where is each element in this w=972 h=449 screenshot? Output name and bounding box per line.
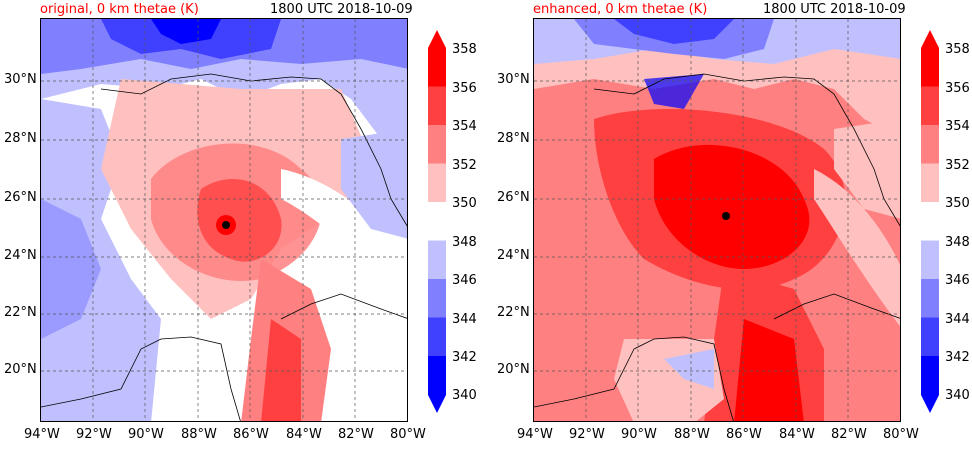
lon-tick: 82°W bbox=[338, 427, 374, 442]
cbar-tick: 346 bbox=[945, 273, 970, 288]
cbar-tick: 348 bbox=[452, 235, 477, 250]
lat-tick: 28°N bbox=[4, 131, 37, 146]
lon-tick: 90°W bbox=[621, 427, 657, 442]
cbar-tick: 342 bbox=[452, 350, 477, 365]
lon-tick: 92°W bbox=[569, 427, 605, 442]
cbar-tick: 358 bbox=[945, 42, 970, 57]
lon-tick: 94°W bbox=[24, 427, 60, 442]
lat-tick: 30°N bbox=[4, 72, 37, 87]
left-panel: original, 0 km thetae (K) 1800 UTC 2018-… bbox=[0, 0, 480, 449]
panel-time-right: 1800 UTC 2018-10-09 bbox=[763, 2, 906, 17]
cbar-tick: 340 bbox=[945, 388, 970, 403]
colorbar-right bbox=[921, 30, 939, 413]
cbar-tick: 354 bbox=[452, 119, 477, 134]
cbar-tick: 342 bbox=[945, 350, 970, 365]
panel-title-left: original, 0 km thetae (K) bbox=[40, 2, 199, 17]
lon-tick: 90°W bbox=[128, 427, 164, 442]
lat-tick: 22°N bbox=[4, 305, 37, 320]
lat-tick: 28°N bbox=[497, 131, 530, 146]
right-panel: enhanced, 0 km thetae (K) 1800 UTC 2018-… bbox=[493, 0, 972, 449]
cbar-tick: 344 bbox=[452, 312, 477, 327]
lat-tick: 30°N bbox=[497, 72, 530, 87]
cbar-tick: 340 bbox=[452, 388, 477, 403]
cbar-tick: 352 bbox=[452, 158, 477, 173]
cbar-tick: 350 bbox=[945, 196, 970, 211]
cbar-tick: 344 bbox=[945, 312, 970, 327]
lon-tick: 86°W bbox=[233, 427, 269, 442]
cbar-tick: 356 bbox=[945, 81, 970, 96]
panel-time-left: 1800 UTC 2018-10-09 bbox=[270, 2, 413, 17]
lon-tick: 86°W bbox=[726, 427, 762, 442]
lat-tick: 24°N bbox=[497, 248, 530, 263]
cbar-tick: 348 bbox=[945, 235, 970, 250]
lat-tick: 20°N bbox=[4, 362, 37, 377]
cbar-tick: 352 bbox=[945, 158, 970, 173]
lon-tick: 92°W bbox=[76, 427, 112, 442]
lat-tick: 24°N bbox=[4, 248, 37, 263]
panel-title-right: enhanced, 0 km thetae (K) bbox=[533, 2, 708, 17]
cbar-tick: 356 bbox=[452, 81, 477, 96]
lat-tick: 22°N bbox=[497, 305, 530, 320]
lon-tick: 94°W bbox=[517, 427, 553, 442]
lon-tick: 82°W bbox=[831, 427, 867, 442]
cbar-tick: 358 bbox=[452, 42, 477, 57]
map-original bbox=[40, 18, 408, 422]
cbar-tick: 346 bbox=[452, 273, 477, 288]
lat-tick: 20°N bbox=[497, 362, 530, 377]
cbar-tick: 350 bbox=[452, 196, 477, 211]
lat-tick: 26°N bbox=[497, 190, 530, 205]
lon-tick: 80°W bbox=[390, 427, 426, 442]
colorbar-left bbox=[428, 30, 446, 413]
lat-tick: 26°N bbox=[4, 190, 37, 205]
lon-tick: 84°W bbox=[779, 427, 815, 442]
lon-tick: 88°W bbox=[181, 427, 217, 442]
map-enhanced bbox=[533, 18, 901, 422]
cbar-tick: 354 bbox=[945, 119, 970, 134]
lon-tick: 80°W bbox=[883, 427, 919, 442]
lon-tick: 88°W bbox=[674, 427, 710, 442]
lon-tick: 84°W bbox=[286, 427, 322, 442]
